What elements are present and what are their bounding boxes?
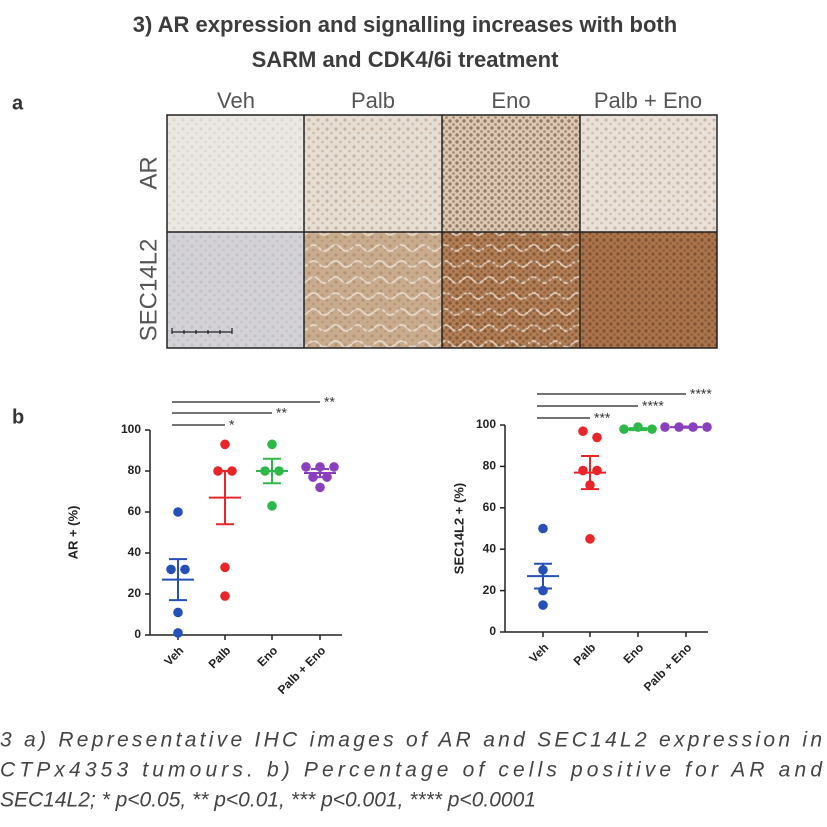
- data-point: [585, 534, 595, 544]
- y-tick-label: 80: [483, 459, 497, 473]
- data-point: [180, 564, 190, 575]
- column-label: Palb: [351, 88, 395, 113]
- data-point: [220, 562, 230, 573]
- data-point: [315, 482, 325, 493]
- data-point: [220, 439, 230, 450]
- significance-label: ****: [690, 386, 712, 402]
- row-label: AR: [135, 156, 162, 189]
- y-tick-label: 100: [121, 422, 141, 436]
- data-point: [592, 432, 602, 443]
- data-point: [220, 591, 230, 601]
- ihc-texture: [442, 232, 580, 348]
- caption-line: CTPx4353 tumours. b) Percentage of cells…: [0, 759, 823, 782]
- y-tick-label: 60: [128, 504, 142, 518]
- ihc-grid: [166, 114, 718, 349]
- data-point: [538, 600, 548, 610]
- data-point: [173, 628, 183, 638]
- data-point: [660, 422, 670, 432]
- y-tick-label: 20: [483, 583, 497, 597]
- significance-label: *: [229, 417, 235, 433]
- ihc-texture: [167, 115, 304, 232]
- data-point: [592, 465, 602, 476]
- title-line: SARM and CDK4/6i treatment: [252, 47, 560, 72]
- significance-label: ***: [594, 410, 611, 426]
- significance-label: **: [324, 394, 335, 410]
- ihc-texture: [167, 232, 304, 348]
- y-axis-label: SEC14L2 + (%): [451, 483, 466, 574]
- data-point: [329, 462, 339, 472]
- y-tick-label: 60: [483, 500, 497, 514]
- ihc-texture: [304, 115, 442, 232]
- row-label: SEC14L2: [135, 239, 162, 342]
- caption-line: SEC14L2; * p<0.05, ** p<0.01, *** p<0.00…: [0, 789, 536, 812]
- data-point: [578, 465, 588, 476]
- column-label: Eno: [491, 88, 530, 113]
- significance-label: **: [276, 405, 287, 421]
- y-tick-label: 20: [128, 586, 142, 600]
- y-tick-label: 40: [128, 545, 142, 559]
- ihc-texture: [442, 115, 580, 232]
- data-point: [166, 564, 176, 575]
- ihc-texture: [304, 232, 442, 348]
- y-tick-label: 0: [489, 624, 496, 638]
- data-point: [301, 462, 311, 472]
- data-point: [173, 507, 183, 517]
- y-tick-label: 100: [476, 417, 496, 431]
- panel-label: b: [12, 406, 24, 428]
- column-label: Palb + Eno: [594, 88, 702, 113]
- data-point: [702, 422, 712, 432]
- ihc-texture: [580, 115, 717, 232]
- title-line: 3) AR expression and signalling increase…: [133, 12, 677, 37]
- data-point: [173, 607, 183, 618]
- data-point: [578, 426, 588, 437]
- data-point: [267, 501, 277, 511]
- y-axis-label: AR + (%): [65, 506, 80, 560]
- panel-label: a: [12, 92, 24, 114]
- column-label: Veh: [217, 88, 255, 113]
- y-tick-label: 80: [128, 463, 142, 477]
- significance-label: ****: [642, 398, 664, 414]
- data-point: [538, 523, 548, 534]
- data-point: [267, 439, 277, 450]
- y-tick-label: 40: [483, 541, 497, 555]
- ihc-texture: [580, 232, 717, 348]
- y-tick-label: 0: [134, 627, 141, 641]
- scale-bar: [171, 328, 233, 334]
- caption-line: 3 a) Representative IHC images of AR and…: [0, 729, 822, 752]
